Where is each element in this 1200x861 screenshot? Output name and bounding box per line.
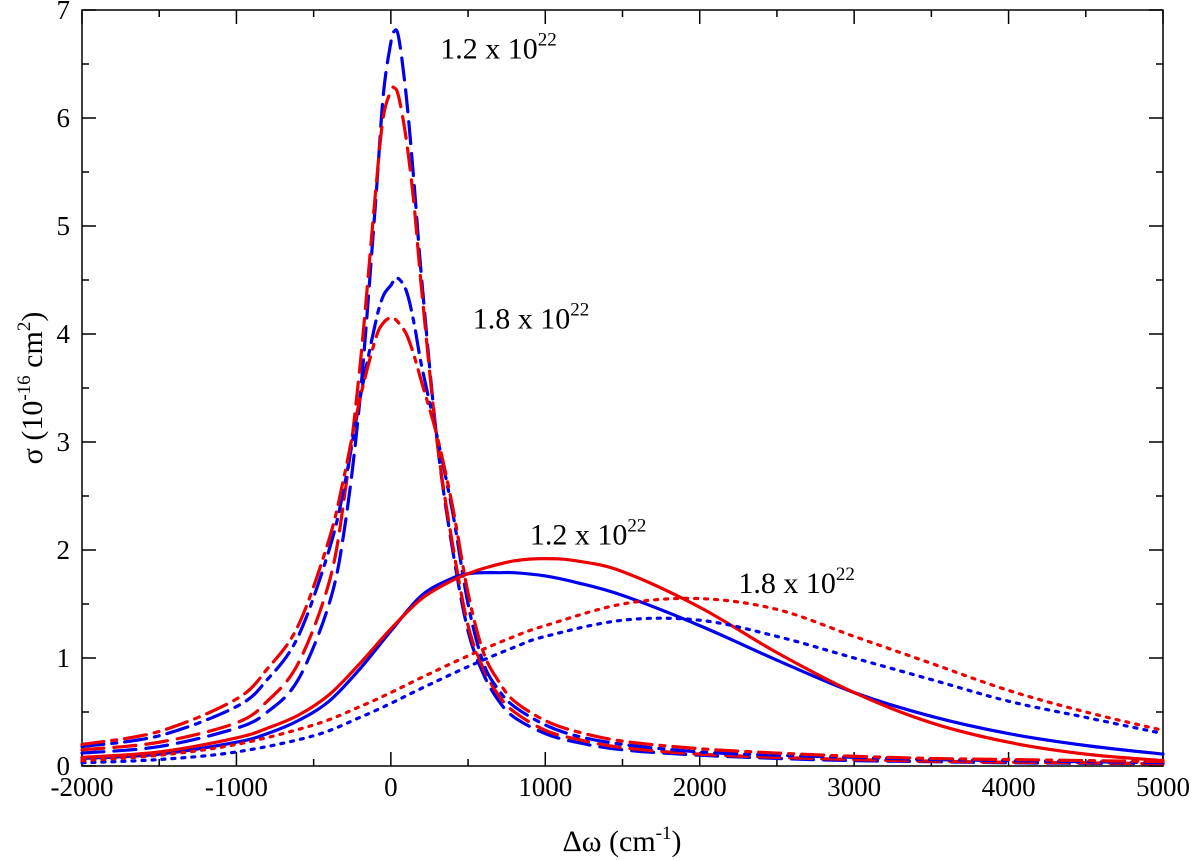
x-axis-label: Δω (cm-1): [562, 823, 681, 858]
series-solid-red: [80, 557, 1165, 763]
y-tick-label: 4: [57, 319, 71, 349]
x-tick-label: -2000: [51, 772, 114, 802]
annotation-ann1: 1.2 x 1022: [440, 30, 557, 66]
series-layer: [80, 28, 1165, 766]
series-solid-blue: [80, 570, 1165, 761]
x-tick-label: 1000: [518, 772, 572, 802]
y-tick-label: 7: [57, 0, 71, 25]
x-tick-label: 4000: [982, 772, 1036, 802]
x-tick-label: 3000: [827, 772, 881, 802]
y-tick-label: 5: [57, 211, 71, 241]
series-dashdot-blue: [80, 276, 1165, 765]
x-tick-label: 0: [384, 772, 398, 802]
series-dotted-blue: [80, 616, 1165, 765]
y-axis-label: σ (10-16 cm2): [14, 312, 49, 465]
x-tick-label: 2000: [673, 772, 727, 802]
annotation-ann2: 1.8 x 1022: [473, 300, 590, 336]
x-tick-label: -1000: [205, 772, 268, 802]
y-tick-label: 0: [57, 751, 71, 781]
series-dashed-red: [80, 85, 1165, 766]
annotation-ann3: 1.2 x 1022: [530, 516, 647, 552]
y-tick-label: 1: [57, 643, 71, 673]
x-axis-label-sup: -1: [656, 823, 672, 844]
x-tick-label: 5000: [1136, 772, 1190, 802]
annotations: 1.2 x 1022 1.8 x 1022 1.2 x 1022 1.8 x 1022: [440, 30, 855, 601]
plot-frame: [81, 9, 1164, 767]
series-dashed-blue: [80, 28, 1165, 766]
series-dashdot-red: [80, 316, 1165, 764]
y-tick-label: 6: [57, 103, 71, 133]
y-tick-label: 3: [57, 427, 71, 457]
y-tick-label: 2: [57, 535, 71, 565]
annotation-ann4: 1.8 x 1022: [738, 564, 855, 600]
ticks: -2000 -1000 0 1000 2000 3000 4000 5000 0 1 2 3 4 5 6 7: [51, 0, 1191, 802]
